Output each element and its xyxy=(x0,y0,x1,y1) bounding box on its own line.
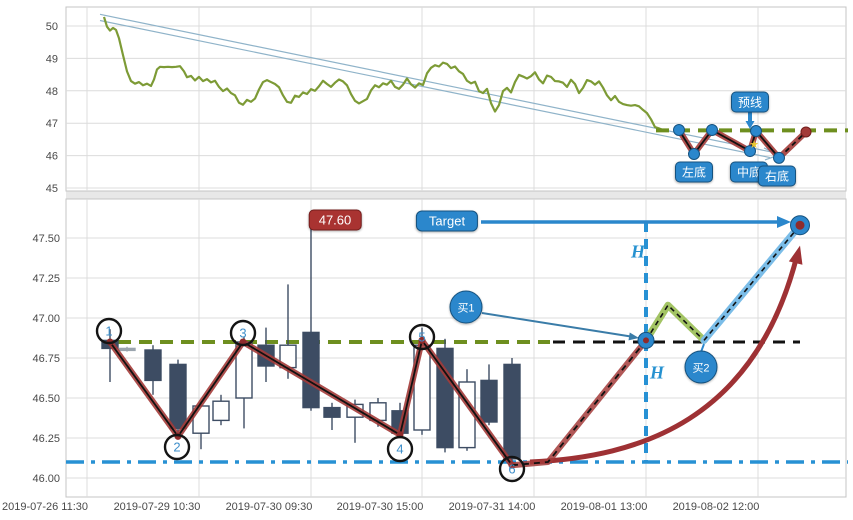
pivot-dot[interactable] xyxy=(744,145,756,158)
high-price-flag[interactable]: 47.60 xyxy=(308,209,362,231)
top-ytick: 46 xyxy=(46,151,58,163)
price-line xyxy=(102,16,664,132)
bottom-ytick: 46.00 xyxy=(32,473,60,485)
target-label[interactable]: Target xyxy=(415,210,479,232)
pivot-dot[interactable] xyxy=(706,124,718,137)
trend-channel-line xyxy=(99,19,771,159)
breakout-wave-core xyxy=(703,224,801,341)
bottom-panel: 1 2 3 4 5 6 xyxy=(66,215,848,483)
pullback-wave-core xyxy=(645,303,705,341)
buy1-dot-center xyxy=(643,337,649,344)
xtick-label: 2019-07-26 11:30 xyxy=(2,501,88,513)
panel-chrome: 50494847464547.5047.2547.0046.7546.5046.… xyxy=(2,6,847,513)
height-label-lower: H xyxy=(649,362,665,383)
right-bottom-label[interactable]: 右底 xyxy=(757,165,797,187)
bottom-ytick: 46.25 xyxy=(32,433,60,445)
pivot-number-6[interactable]: 6 xyxy=(498,455,526,483)
svg-text:1: 1 xyxy=(105,324,112,339)
pivot-number-4[interactable]: 4 xyxy=(386,435,414,463)
star-icon: ★ xyxy=(749,139,759,151)
svg-text:5: 5 xyxy=(418,330,425,345)
pivot-number-1[interactable]: 1 xyxy=(95,317,123,345)
xtick-label: 2019-08-02 12:00 xyxy=(673,501,760,513)
bottom-ytick: 47.00 xyxy=(32,313,60,325)
svg-text:6: 6 xyxy=(508,462,515,477)
xtick-label: 2019-07-30 15:00 xyxy=(337,501,424,513)
top-ytick: 47 xyxy=(46,118,58,130)
top-ytick: 50 xyxy=(46,21,58,33)
xtick-label: 2019-07-31 14:00 xyxy=(449,501,536,513)
pivot-number-2[interactable]: 2 xyxy=(163,433,191,461)
candle-down[interactable] xyxy=(480,379,498,423)
xtick-label: 2019-07-30 09:30 xyxy=(226,501,313,513)
pattern-projection-core xyxy=(778,131,807,159)
top-ytick: 48 xyxy=(46,86,58,98)
pivot-number-3[interactable]: 3 xyxy=(229,319,257,347)
buy2-marker[interactable]: 买2 xyxy=(684,350,718,384)
left-bottom-label[interactable]: 左底 xyxy=(674,161,714,183)
pivot-dot[interactable] xyxy=(773,151,785,164)
xtick-label: 2019-08-01 13:00 xyxy=(561,501,648,513)
top-ytick: 49 xyxy=(46,53,58,65)
buy1-marker[interactable]: 买1 xyxy=(449,290,483,324)
candle-down[interactable] xyxy=(118,347,136,352)
candle-down[interactable] xyxy=(503,363,521,460)
candle-up[interactable] xyxy=(212,400,230,422)
candle-down[interactable] xyxy=(144,349,162,382)
candle-down[interactable] xyxy=(169,363,187,430)
zigzag-wave-core xyxy=(109,339,513,466)
svg-text:4: 4 xyxy=(396,442,403,457)
target-dot-center xyxy=(795,220,805,230)
pivot-number-5[interactable]: 5 xyxy=(408,323,436,351)
top-panel: ★ xyxy=(99,13,848,164)
bottom-ytick: 46.75 xyxy=(32,353,60,365)
svg-text:3: 3 xyxy=(239,326,246,341)
candle-down[interactable] xyxy=(323,406,341,418)
height-label-upper: H xyxy=(630,241,646,262)
forecast-line-label[interactable]: 预线 xyxy=(730,91,770,113)
bottom-ytick: 47.25 xyxy=(32,273,60,285)
buy1-pointer xyxy=(481,312,635,338)
pivot-dot[interactable] xyxy=(673,124,685,137)
zigzag-vertex-dot xyxy=(418,336,426,344)
bottom-ytick: 47.50 xyxy=(32,233,60,245)
bottom-ytick: 46.50 xyxy=(32,393,60,405)
top-ytick: 45 xyxy=(46,183,58,195)
pivot-dot[interactable] xyxy=(750,124,762,137)
projection-end-dot[interactable] xyxy=(800,126,812,138)
pivot-dot[interactable] xyxy=(688,147,700,160)
rally-curve-arrow xyxy=(529,254,800,465)
svg-text:2: 2 xyxy=(173,440,180,455)
xtick-label: 2019-07-29 10:30 xyxy=(114,501,201,513)
candle-down[interactable] xyxy=(302,331,320,409)
